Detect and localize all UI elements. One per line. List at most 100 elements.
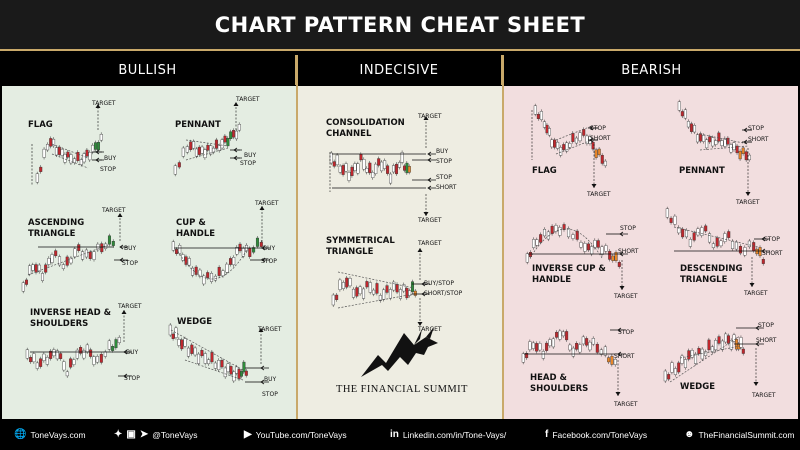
candle (187, 258, 191, 266)
arrow (233, 147, 242, 153)
candle (714, 340, 718, 351)
target-label: TARGET (418, 240, 442, 247)
candle (686, 121, 690, 128)
group-icon: ☻ (684, 429, 695, 440)
arrow (260, 379, 269, 385)
footer-website[interactable]: 🌐 ToneVays.com (14, 429, 86, 440)
candle (207, 359, 211, 365)
candle (252, 247, 256, 253)
candle (699, 133, 703, 142)
candle (571, 347, 575, 357)
candle (368, 282, 372, 293)
short-label: SHORT (614, 353, 635, 360)
short-label: SHORT (590, 135, 611, 142)
candle (532, 239, 536, 248)
divider (502, 55, 504, 419)
footer-summit[interactable]: ☻ TheFinancialSummit.com (684, 429, 794, 440)
candle (548, 339, 552, 347)
footer-linkedin[interactable]: in Linkedin.com/in/Tone-Vays/ (390, 429, 506, 440)
candle (547, 128, 551, 136)
target-label: TARGET (102, 207, 126, 214)
candle (348, 278, 352, 287)
candle (374, 163, 378, 174)
arrow (617, 327, 626, 333)
candle (111, 346, 115, 351)
candle (591, 338, 595, 345)
candle (63, 154, 67, 163)
candle (385, 285, 389, 293)
footer-social-text: @ToneVays (152, 429, 198, 440)
trend-line (185, 139, 229, 147)
candle (744, 151, 748, 161)
candle (50, 254, 54, 263)
footer-youtube[interactable]: ▶ YouTube.com/ToneVays (244, 429, 347, 440)
candle (183, 338, 187, 347)
candle (581, 336, 585, 345)
candle (234, 130, 238, 140)
candle (710, 346, 714, 353)
bull-wedge-chart (168, 323, 269, 385)
candle (54, 147, 58, 156)
candle (209, 145, 213, 155)
candle (95, 356, 99, 363)
candle (707, 339, 711, 351)
footer-summit-text: TheFinancialSummit.com (698, 429, 795, 440)
candle (39, 358, 43, 367)
candle (194, 266, 198, 275)
candle (88, 152, 92, 161)
arrow (619, 231, 628, 237)
candle (353, 163, 357, 171)
candle (599, 349, 603, 355)
candle (171, 333, 175, 339)
youtube-icon: ▶ (244, 429, 252, 440)
stop-label: STOP (240, 160, 256, 167)
candle (380, 161, 384, 172)
candle (203, 149, 207, 159)
candle (747, 154, 751, 161)
column-headers: BULLISH INDECISIVE BEARISH (0, 55, 800, 85)
candle (667, 374, 671, 380)
candle (383, 160, 387, 169)
indecisive-header: INDECISIVE (297, 55, 503, 85)
footer-linkedin-text: Linkedin.com/in/Tone-Vays/ (402, 429, 507, 440)
arrow-head (615, 392, 621, 396)
cup-handle-chart (171, 206, 270, 286)
candle (595, 343, 599, 353)
candle (541, 351, 545, 359)
candle (600, 154, 604, 164)
candle (217, 145, 221, 151)
arrow (589, 137, 598, 143)
candle (192, 141, 196, 149)
arrow-head (233, 102, 239, 106)
footer-social[interactable]: ✦ ▣ ➤ @ToneVays (114, 429, 198, 440)
candle (229, 366, 233, 375)
candle (696, 134, 700, 143)
target-label: TARGET (418, 217, 442, 224)
pattern-name-symmetrical-triangle: SYMMETRICAL TRIANGLE (326, 236, 395, 257)
candle (350, 166, 354, 176)
target-label: TARGET (418, 113, 442, 120)
twitter-icon: ✦ (114, 429, 123, 440)
inverse-hs-chart (25, 310, 132, 379)
target-label: TARGET (255, 200, 279, 207)
candle (617, 262, 621, 267)
candle (685, 230, 689, 238)
candle (565, 142, 569, 152)
candle (375, 283, 379, 294)
candle (591, 142, 595, 150)
candle (57, 146, 61, 155)
arrow-head (749, 283, 755, 287)
buy-label: BUY (264, 376, 277, 383)
candle (181, 147, 185, 157)
footer-facebook[interactable]: f Facebook.com/ToneVays (545, 429, 647, 440)
candle (259, 242, 263, 247)
candle (377, 158, 381, 166)
candle (79, 347, 83, 354)
candle (738, 246, 742, 254)
candle (571, 234, 575, 239)
candle (585, 338, 589, 346)
buy-label: BUY (263, 245, 276, 252)
candle (107, 235, 111, 245)
symmetrical-triangle-chart (331, 248, 430, 326)
arrow-head (417, 322, 423, 326)
